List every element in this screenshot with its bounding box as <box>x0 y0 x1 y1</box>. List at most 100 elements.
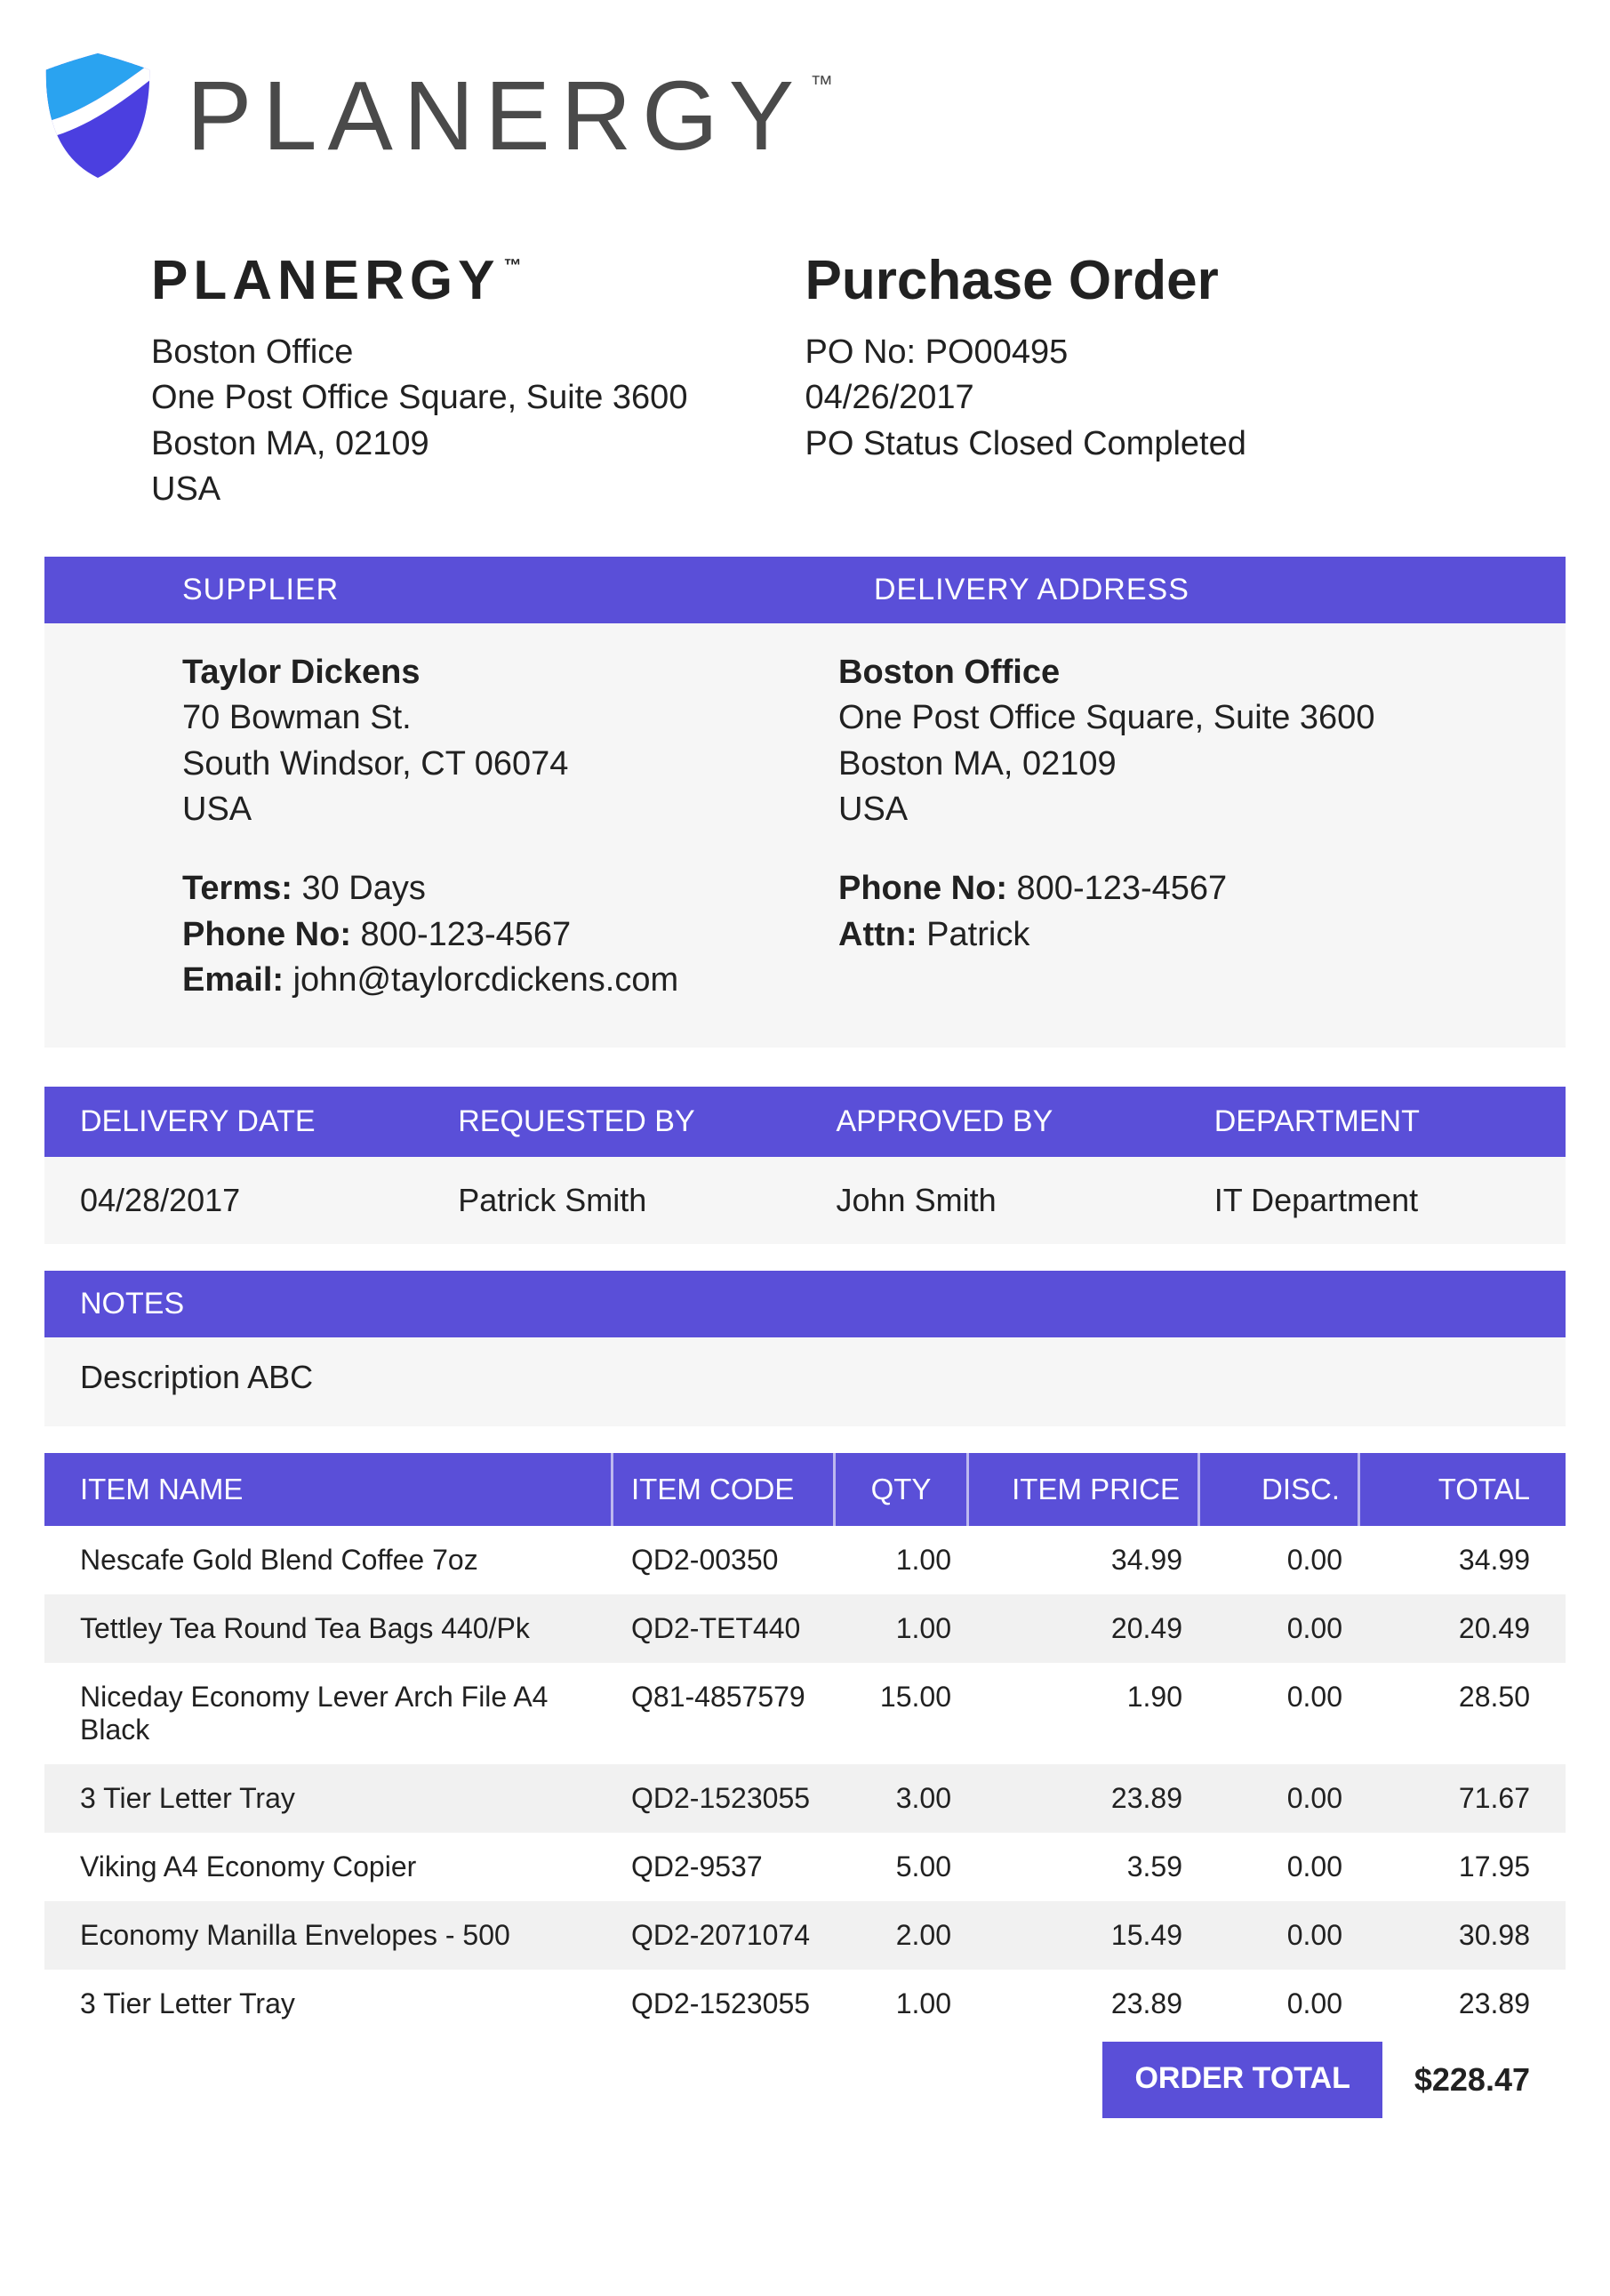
order-total-label: ORDER TOTAL <box>1102 2042 1382 2118</box>
notes-body: Description ABC <box>44 1337 1566 1426</box>
item-code: QD2-00350 <box>613 1526 836 1594</box>
item-code: QD2-1523055 <box>613 1970 836 2038</box>
items-hdr-disc: DISC. <box>1200 1453 1360 1526</box>
item-total: 28.50 <box>1360 1663 1566 1764</box>
meta-delivery-date: 04/28/2017 <box>44 1157 431 1244</box>
item-total: 34.99 <box>1360 1526 1566 1594</box>
item-name: Nescafe Gold Blend Coffee 7oz <box>44 1526 613 1594</box>
brand-word: PLANERGY <box>187 60 805 173</box>
item-code: QD2-9537 <box>613 1833 836 1901</box>
company-city: Boston MA, 02109 <box>151 421 805 467</box>
delivery-street: One Post Office Square, Suite 3600 <box>838 695 1459 741</box>
company-name-text: PLANERGY <box>151 249 500 312</box>
meta-hdr-department: DEPARTMENT <box>1188 1087 1566 1157</box>
po-info: Purchase Order PO No: PO00495 04/26/2017… <box>805 249 1460 512</box>
delivery-attn-value: Patrick <box>917 916 1030 953</box>
items-hdr-qty: QTY <box>836 1453 969 1526</box>
item-total: 20.49 <box>1360 1594 1566 1663</box>
item-row: Nescafe Gold Blend Coffee 7ozQD2-003501.… <box>44 1526 1566 1594</box>
supplier-name: Taylor Dickens <box>182 650 803 695</box>
items-table: ITEM NAME ITEM CODE QTY ITEM PRICE DISC.… <box>44 1453 1566 2038</box>
meta-approved-by: John Smith <box>810 1157 1188 1244</box>
delivery-block: Boston Office One Post Office Square, Su… <box>838 650 1566 1003</box>
supplier-email-label: Email: <box>182 961 284 999</box>
item-disc: 0.00 <box>1200 1526 1360 1594</box>
item-price: 23.89 <box>969 1970 1200 2038</box>
item-price: 15.49 <box>969 1901 1200 1970</box>
supplier-header: SUPPLIER <box>44 573 874 607</box>
item-disc: 0.00 <box>1200 1901 1360 1970</box>
shield-icon <box>44 53 151 178</box>
item-qty: 5.00 <box>836 1833 969 1901</box>
item-disc: 0.00 <box>1200 1764 1360 1833</box>
item-row: Niceday Economy Lever Arch File A4 Black… <box>44 1663 1566 1764</box>
item-row: Tettley Tea Round Tea Bags 440/PkQD2-TET… <box>44 1594 1566 1663</box>
supplier-terms: Terms: 30 Days <box>182 866 803 911</box>
item-name: Viking A4 Economy Copier <box>44 1833 613 1901</box>
item-total: 71.67 <box>1360 1764 1566 1833</box>
item-qty: 1.00 <box>836 1526 969 1594</box>
company-office: Boston Office <box>151 330 805 375</box>
supplier-country: USA <box>182 787 803 832</box>
items-header-row: ITEM NAME ITEM CODE QTY ITEM PRICE DISC.… <box>44 1453 1566 1526</box>
supplier-delivery-body: Taylor Dickens 70 Bowman St. South Winds… <box>44 623 1566 1048</box>
delivery-country: USA <box>838 787 1459 832</box>
item-code: QD2-2071074 <box>613 1901 836 1970</box>
item-row: Viking A4 Economy CopierQD2-95375.003.59… <box>44 1833 1566 1901</box>
item-name: Tettley Tea Round Tea Bags 440/Pk <box>44 1594 613 1663</box>
item-total: 17.95 <box>1360 1833 1566 1901</box>
supplier-terms-value: 30 Days <box>292 870 426 907</box>
supplier-phone-value: 800-123-4567 <box>351 916 571 953</box>
item-price: 1.90 <box>969 1663 1200 1764</box>
brand-logo: PLANERGY ™ <box>44 53 1566 178</box>
meta-value-row: 04/28/2017 Patrick Smith John Smith IT D… <box>44 1157 1566 1244</box>
delivery-city: Boston MA, 02109 <box>838 742 1459 787</box>
item-row: 3 Tier Letter TrayQD2-15230551.0023.890.… <box>44 1970 1566 2038</box>
item-price: 20.49 <box>969 1594 1200 1663</box>
item-qty: 3.00 <box>836 1764 969 1833</box>
delivery-header: DELIVERY ADDRESS <box>874 573 1566 607</box>
header-block: PLANERGY ™ Boston Office One Post Office… <box>44 249 1566 557</box>
item-price: 23.89 <box>969 1764 1200 1833</box>
delivery-attn-label: Attn: <box>838 916 917 953</box>
item-row: 3 Tier Letter TrayQD2-15230553.0023.890.… <box>44 1764 1566 1833</box>
supplier-city: South Windsor, CT 06074 <box>182 742 803 787</box>
item-qty: 15.00 <box>836 1663 969 1764</box>
supplier-email: Email: john@taylorcdickens.com <box>182 958 803 1003</box>
po-date: 04/26/2017 <box>805 375 1460 421</box>
order-total-value: $228.47 <box>1382 2042 1566 2118</box>
delivery-phone-label: Phone No: <box>838 870 1007 907</box>
item-qty: 1.00 <box>836 1594 969 1663</box>
item-name: Niceday Economy Lever Arch File A4 Black <box>44 1663 613 1764</box>
supplier-block: Taylor Dickens 70 Bowman St. South Winds… <box>44 650 838 1003</box>
delivery-office: Boston Office <box>838 650 1459 695</box>
company-country: USA <box>151 467 805 512</box>
item-disc: 0.00 <box>1200 1970 1360 2038</box>
items-hdr-total: TOTAL <box>1360 1453 1566 1526</box>
supplier-email-value: john@taylorcdickens.com <box>284 961 678 999</box>
company-info: PLANERGY ™ Boston Office One Post Office… <box>151 249 805 512</box>
supplier-phone-label: Phone No: <box>182 916 351 953</box>
supplier-street: 70 Bowman St. <box>182 695 803 741</box>
item-total: 23.89 <box>1360 1970 1566 2038</box>
notes-header: NOTES <box>44 1271 1566 1337</box>
items-hdr-price: ITEM PRICE <box>969 1453 1200 1526</box>
item-name: 3 Tier Letter Tray <box>44 1764 613 1833</box>
meta-table: DELIVERY DATE REQUESTED BY APPROVED BY D… <box>44 1087 1566 1244</box>
supplier-delivery-header: SUPPLIER DELIVERY ADDRESS <box>44 557 1566 623</box>
item-qty: 2.00 <box>836 1901 969 1970</box>
supplier-terms-label: Terms: <box>182 870 292 907</box>
meta-hdr-requested-by: REQUESTED BY <box>431 1087 809 1157</box>
po-title: Purchase Order <box>805 249 1460 312</box>
brand-wordmark: PLANERGY ™ <box>187 60 835 173</box>
item-row: Economy Manilla Envelopes - 500QD2-20710… <box>44 1901 1566 1970</box>
brand-tm: ™ <box>810 70 835 98</box>
company-tm: ™ <box>503 256 522 277</box>
item-disc: 0.00 <box>1200 1663 1360 1764</box>
delivery-attn: Attn: Patrick <box>838 912 1459 958</box>
item-price: 3.59 <box>969 1833 1200 1901</box>
delivery-phone: Phone No: 800-123-4567 <box>838 866 1459 911</box>
item-name: Economy Manilla Envelopes - 500 <box>44 1901 613 1970</box>
meta-hdr-delivery-date: DELIVERY DATE <box>44 1087 431 1157</box>
company-street: One Post Office Square, Suite 3600 <box>151 375 805 421</box>
